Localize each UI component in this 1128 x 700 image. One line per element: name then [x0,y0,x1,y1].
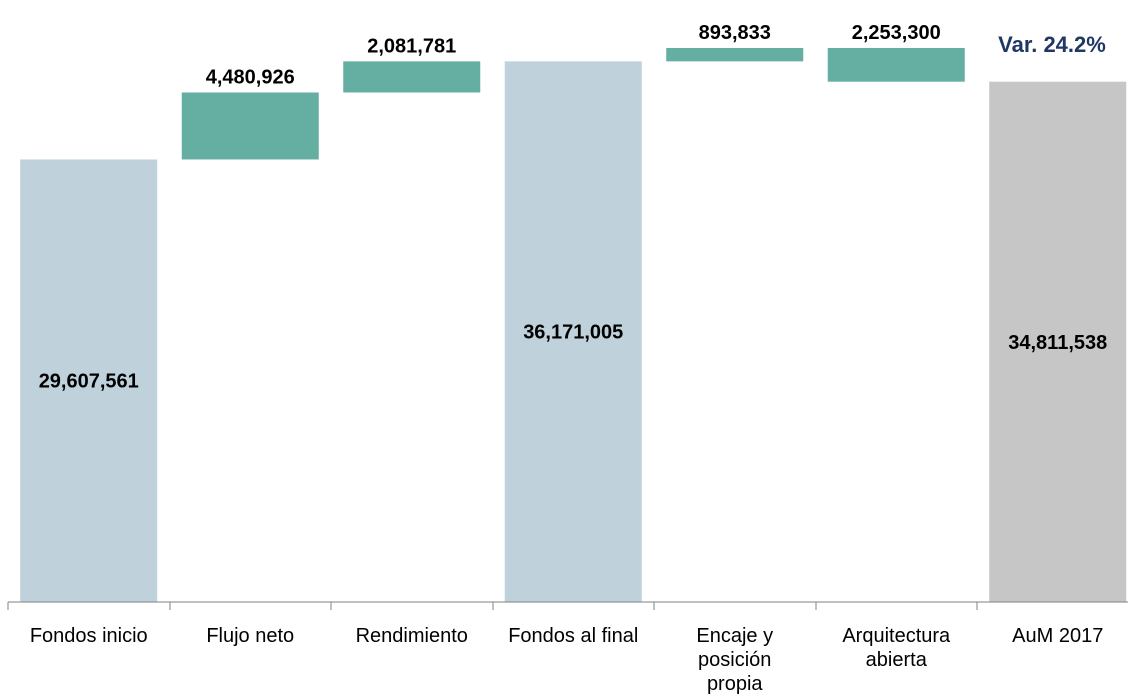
bar-value-label: 4,480,926 [206,66,295,88]
category-label: Rendimiento [356,625,468,647]
category-label-line: Fondos inicio [30,625,148,647]
category-label: Fondos inicio [30,625,148,647]
category-label-line: posición [698,649,771,671]
bar-value-label: 29,607,561 [39,371,139,393]
category-label-line: abierta [866,649,928,671]
bar-value-label: 893,833 [699,22,771,44]
category-label-line: Arquitectura [842,625,951,647]
category-label-line: AuM 2017 [1012,625,1103,647]
category-label: Flujo neto [206,625,294,647]
variation-annotation: Var. 24.2% [998,32,1106,57]
category-label: Encaje y posición propia [696,625,773,695]
value-labels-group: 29,607,561 4,480,926 2,081,781 36,171,005 89… [39,22,1108,393]
category-label-line: Encaje y [696,625,773,647]
category-label-line: Flujo neto [206,625,294,647]
bar-value-label: 34,811,538 [1008,332,1107,354]
bar-value-label: 36,171,005 [523,322,623,344]
category-labels-group: Fondos inicio Flujo neto Rendimiento Fondos… [30,625,1104,695]
bar-total [504,61,642,602]
bar-total [20,159,158,602]
category-label-line: propia [707,673,763,695]
bar-total [989,81,1127,603]
category-label: Fondos al final [508,625,638,647]
category-label-line: Rendimiento [356,625,468,647]
bar-decrease [827,48,965,82]
category-label-line: Fondos al final [508,625,638,647]
bar-increase [666,48,804,62]
category-label: AuM 2017 [1012,625,1103,647]
bar-increase [343,61,481,93]
bar-value-label: 2,081,781 [367,35,456,57]
bar-increase [181,92,319,160]
bar-value-label: 2,253,300 [852,22,941,44]
x-axis-ticks [7,602,978,610]
bars-group [20,48,1127,603]
category-label: Arquitectura abierta [842,625,951,671]
